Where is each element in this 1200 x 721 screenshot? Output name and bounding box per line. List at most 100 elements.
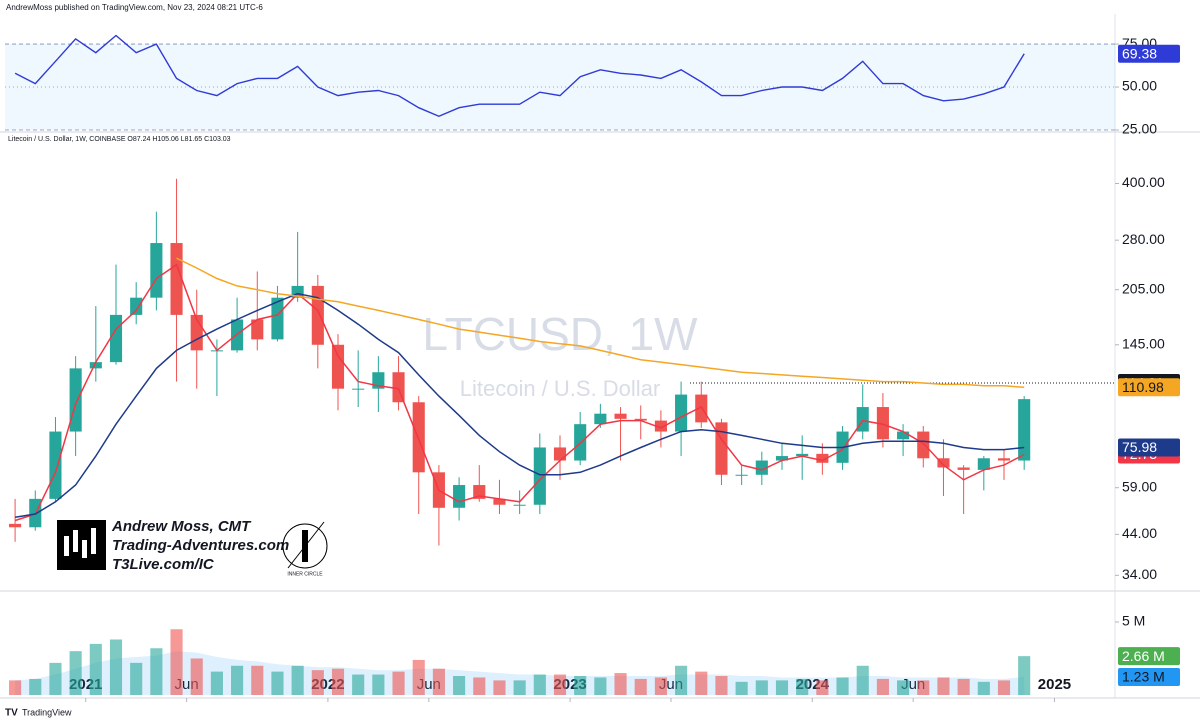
- volume-bar: [311, 670, 324, 695]
- candle-body: [735, 474, 748, 476]
- volume-bar: [876, 678, 889, 695]
- volume-bar: [49, 662, 62, 695]
- candle-body: [634, 418, 647, 421]
- volume-bar: [352, 674, 365, 695]
- volume-bar: [392, 671, 405, 695]
- volume-bar: [372, 674, 385, 695]
- author-name: Andrew Moss, CMT: [111, 518, 252, 535]
- y-tick-label: 145.00: [1122, 335, 1165, 351]
- candle-body: [473, 485, 486, 499]
- price-badge: [1118, 647, 1180, 666]
- volume-bar: [130, 662, 143, 695]
- candle-body: [695, 394, 708, 423]
- volume-bar: [150, 648, 163, 695]
- rsi-band: [5, 44, 1115, 130]
- candle-body: [997, 458, 1011, 461]
- volume-bar: [271, 671, 284, 695]
- volume-bar: [251, 665, 264, 695]
- candle-body: [614, 413, 627, 419]
- candle-body: [917, 431, 930, 459]
- price-badge-label: 75.98: [1122, 439, 1157, 455]
- volume-bar: [29, 678, 42, 695]
- candle-body: [553, 447, 567, 461]
- watermark-name: Litecoin / U.S. Dollar: [460, 376, 661, 401]
- volume-bar: [553, 674, 567, 695]
- volume-bar: [796, 678, 809, 695]
- candle-body: [291, 285, 304, 298]
- candle-body: [957, 467, 970, 470]
- volume-bar: [170, 629, 183, 695]
- price-badge: [1118, 438, 1180, 457]
- watermark-symbol: LTCUSD, 1W: [422, 308, 698, 360]
- volume-bar: [897, 680, 910, 695]
- candle-body: [775, 456, 789, 461]
- volume-bar: [614, 673, 627, 695]
- volume-bar: [816, 680, 829, 695]
- logo-circle: [282, 523, 328, 569]
- price-badge-label: 110.98: [1122, 379, 1164, 395]
- y-tick-label: 25.00: [1122, 121, 1157, 137]
- volume-bar: [856, 665, 869, 695]
- y-tick-label: 205.00: [1122, 280, 1165, 296]
- y-tick-label: 5 M: [1122, 613, 1145, 629]
- volume-bar: [291, 665, 304, 695]
- volume-bar: [89, 643, 102, 695]
- candle-body: [513, 504, 526, 506]
- candle-body: [130, 297, 143, 315]
- volume-bar: [594, 677, 607, 695]
- candle-body: [170, 243, 183, 315]
- candle-body: [271, 297, 284, 340]
- candle-body: [311, 285, 324, 345]
- volume-bar: [331, 668, 345, 695]
- price-badge: [1118, 378, 1180, 397]
- inner-circle-logo: [282, 521, 328, 569]
- volume-bar: [634, 678, 647, 695]
- volume-bar: [775, 680, 789, 695]
- volume-bar: [755, 680, 768, 695]
- candle-body: [453, 485, 466, 508]
- candle-body: [49, 431, 62, 499]
- logo-text: INNER CIRCLE: [287, 571, 323, 577]
- candle-body: [493, 498, 506, 505]
- logo-bar: [73, 530, 78, 552]
- volume-bar: [190, 658, 203, 695]
- volume-bar: [9, 680, 22, 695]
- author-site: Trading-Adventures.com: [112, 537, 289, 554]
- volume-bar: [109, 639, 123, 695]
- volume-bar: [473, 677, 486, 695]
- volume-bar: [210, 671, 223, 695]
- candle-body: [251, 319, 264, 340]
- volume-bar: [412, 659, 425, 695]
- line-series: [176, 257, 1025, 389]
- volume-bar: [735, 681, 748, 695]
- footer-icon: TV: [5, 708, 18, 719]
- author-logo: [57, 520, 106, 570]
- volume-bar: [432, 668, 445, 695]
- logo-bar: [64, 536, 69, 556]
- candle-body: [937, 458, 950, 468]
- price-badge: [1118, 44, 1180, 63]
- y-tick-label: 280.00: [1122, 231, 1165, 247]
- candle-body: [675, 394, 688, 432]
- volume-bar: [937, 677, 950, 695]
- candle-body: [977, 458, 990, 470]
- candle-body: [69, 368, 82, 432]
- publish-header: AndrewMoss published on TradingView.com,…: [6, 3, 263, 12]
- candle-body: [109, 314, 123, 363]
- price-badge-label: 2.66 M: [1122, 648, 1165, 664]
- price-badge-label: 1.23 M: [1122, 669, 1165, 685]
- y-tick-label: 44.00: [1122, 525, 1157, 541]
- candle-body: [796, 453, 809, 457]
- y-tick-label: 59.00: [1122, 478, 1157, 494]
- volume-bar: [453, 676, 466, 695]
- volume-bar: [493, 680, 506, 695]
- x-tick-label: 2025: [1038, 676, 1071, 693]
- line-series: [14, 292, 1025, 518]
- candle-body: [352, 388, 365, 390]
- volume-ma-area: [15, 651, 1025, 695]
- line-series: [14, 263, 1025, 522]
- candle-body: [9, 523, 22, 528]
- candle-body: [594, 413, 607, 425]
